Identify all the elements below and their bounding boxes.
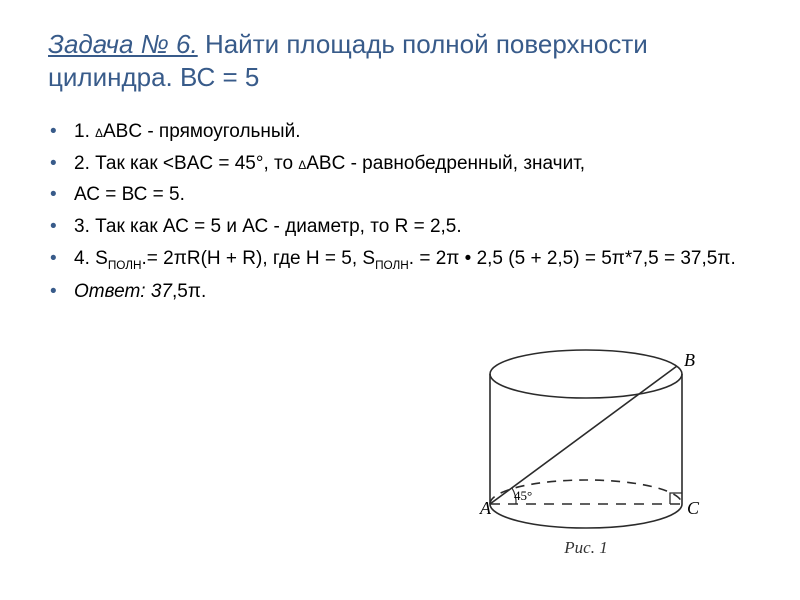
cylinder-svg: A C B 45°	[456, 344, 716, 534]
b2-post: ABC - равнобедренный, значит,	[306, 153, 585, 174]
b5-post: . = 2π • 2,5 (5 + 2,5) = 5π*7,5 = 37,5π.	[409, 248, 736, 269]
bullet-5: 4. SПОЛН.= 2πR(H + R), где H = 5, SПОЛН.…	[48, 246, 760, 274]
answer-label: Ответ: 37	[74, 281, 172, 302]
answer-rest: ,5π.	[172, 281, 206, 302]
label-A: A	[479, 498, 492, 518]
b5-pre: 4. S	[74, 248, 108, 269]
b2-pre: 2. Так как <BAC = 45°, то	[74, 153, 298, 174]
cylinder-figure: A C B 45° Рис. 1	[456, 344, 716, 554]
triangle-symbol: Δ	[95, 127, 103, 140]
bullet-4: 3. Так как АС = 5 и АС - диаметр, то R =…	[48, 214, 760, 240]
label-B: B	[684, 350, 695, 370]
bullet-2: 2. Так как <BAC = 45°, то ΔABC - равнобе…	[48, 151, 760, 177]
bullet-1: 1. ΔABC - прямоугольный.	[48, 119, 760, 145]
b1-pre: 1.	[74, 121, 95, 142]
bullet-3: АС = ВС = 5.	[48, 182, 760, 208]
figure-caption: Рис. 1	[456, 538, 716, 558]
bullet-list: 1. ΔABC - прямоугольный. 2. Так как <BAC…	[48, 119, 760, 305]
b5-sub1: ПОЛН	[108, 258, 142, 271]
b5-sub2: ПОЛН	[375, 258, 409, 271]
b5-mid: .= 2πR(H + R), где H = 5, S	[142, 248, 376, 269]
problem-label: Задача № 6.	[48, 29, 198, 59]
slide-title: Задача № 6. Найти площадь полной поверхн…	[48, 28, 760, 93]
b1-post: ABC - прямоугольный.	[103, 121, 301, 142]
label-C: C	[687, 498, 700, 518]
bullet-answer: Ответ: 37,5π.	[48, 279, 760, 305]
label-angle: 45°	[514, 488, 532, 503]
